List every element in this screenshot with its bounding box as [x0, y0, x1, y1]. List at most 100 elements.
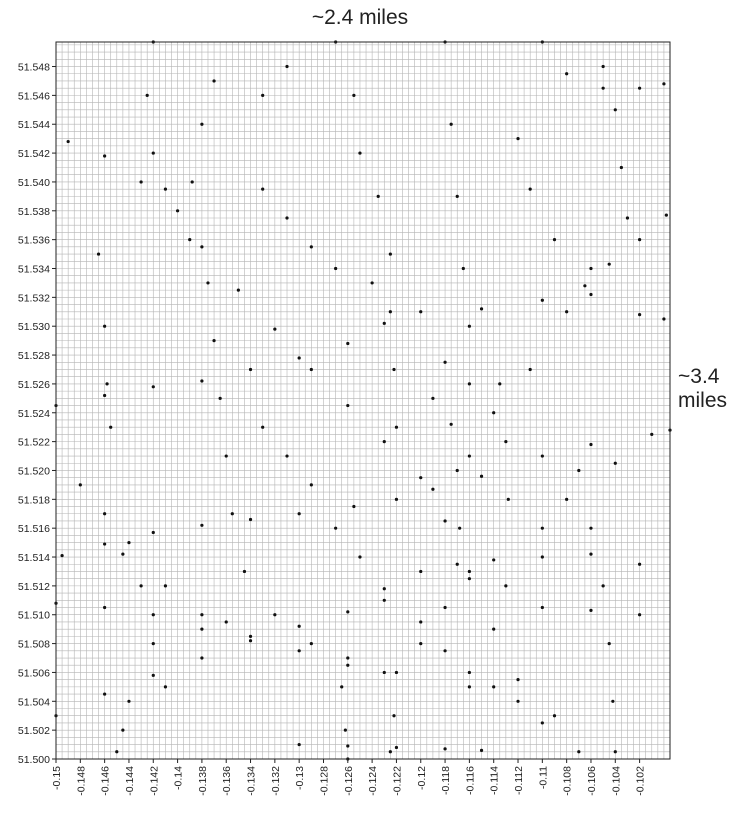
- data-point: [163, 187, 168, 191]
- y-tick-label: 51.506: [18, 667, 50, 679]
- data-point: [419, 641, 423, 646]
- data-point: [297, 356, 301, 360]
- data-point: [455, 468, 459, 473]
- data-point: [121, 552, 125, 556]
- data-point: [103, 605, 107, 610]
- data-point: [382, 321, 386, 325]
- data-point: [540, 526, 544, 530]
- x-tick-label: -0.128: [318, 766, 330, 796]
- data-point: [516, 137, 520, 141]
- data-point: [297, 512, 301, 516]
- data-point: [388, 750, 392, 754]
- data-point: [388, 252, 392, 256]
- data-point: [443, 747, 447, 751]
- x-tick-label: -0.136: [221, 766, 233, 796]
- data-point: [664, 213, 668, 217]
- data-point: [479, 748, 484, 752]
- y-tick-label: 51.514: [18, 552, 50, 564]
- data-point: [589, 442, 593, 447]
- data-point: [419, 620, 423, 624]
- data-point: [601, 86, 605, 90]
- x-tick-label: -0.142: [148, 766, 160, 796]
- data-point: [589, 608, 593, 613]
- data-point: [151, 530, 155, 535]
- data-point: [431, 487, 435, 491]
- data-point: [449, 422, 453, 426]
- data-point: [109, 425, 113, 429]
- x-tick-label: -0.138: [197, 766, 209, 796]
- x-tick-label: -0.104: [610, 766, 622, 796]
- data-point: [224, 454, 228, 458]
- data-point: [96, 252, 101, 256]
- y-tick-label: 51.528: [18, 350, 50, 362]
- data-point: [145, 93, 149, 97]
- data-point: [103, 154, 107, 158]
- data-point: [206, 281, 210, 285]
- data-point: [115, 750, 119, 754]
- data-point: [650, 432, 654, 437]
- data-point: [346, 403, 350, 408]
- data-point: [394, 425, 399, 429]
- height-annotation: ~3.4 miles: [678, 365, 728, 412]
- data-point: [273, 327, 277, 331]
- x-tick-label: -0.144: [124, 766, 136, 796]
- data-point: [190, 180, 194, 184]
- data-point: [392, 714, 396, 718]
- data-point: [200, 122, 204, 126]
- data-point: [528, 367, 532, 372]
- data-point: [66, 139, 70, 144]
- data-point: [309, 641, 313, 646]
- width-annotation: ~2.4 miles: [311, 6, 409, 29]
- x-tick-label: -0.11: [537, 766, 549, 789]
- x-tick-label: -0.132: [270, 766, 282, 796]
- data-point: [540, 298, 544, 302]
- data-point: [352, 93, 356, 97]
- data-point: [103, 512, 107, 516]
- data-point: [565, 72, 569, 76]
- data-point: [540, 721, 544, 725]
- data-point: [352, 504, 356, 509]
- y-tick-label: 51.518: [18, 494, 50, 506]
- data-point: [382, 440, 386, 444]
- data-point: [443, 519, 447, 523]
- data-point: [528, 187, 532, 191]
- data-point: [467, 569, 471, 574]
- y-tick-label: 51.522: [18, 437, 50, 449]
- data-point: [504, 584, 508, 588]
- y-tick-label: 51.536: [18, 235, 50, 247]
- data-point: [467, 577, 471, 581]
- data-point: [601, 584, 605, 588]
- data-point: [248, 367, 253, 372]
- y-axis: 51.500 51.502 51.504 51.506 51.508 51.510 51.5…: [18, 62, 56, 766]
- x-tick-label: -0.116: [464, 766, 476, 795]
- data-point: [662, 317, 666, 321]
- data-point: [394, 670, 399, 675]
- data-point: [382, 587, 386, 591]
- data-point: [613, 108, 617, 112]
- data-point: [343, 728, 347, 732]
- x-tick-label: -0.126: [343, 766, 355, 796]
- data-point: [346, 656, 350, 660]
- data-point: [370, 281, 374, 285]
- y-tick-label: 51.524: [18, 408, 50, 420]
- data-point: [127, 699, 131, 703]
- data-point: [261, 425, 265, 429]
- data-point: [565, 310, 569, 314]
- data-point: [105, 382, 109, 386]
- plot-background: [56, 42, 670, 759]
- data-point: [419, 569, 423, 574]
- data-point: [589, 292, 593, 297]
- x-tick-label: -0.12: [416, 766, 428, 790]
- data-point: [309, 245, 313, 249]
- data-point: [467, 685, 471, 689]
- data-point: [346, 744, 350, 748]
- x-tick-label: -0.14: [173, 766, 185, 790]
- data-point: [540, 605, 544, 610]
- data-point: [382, 598, 386, 602]
- data-point: [479, 307, 484, 311]
- data-point: [492, 685, 496, 689]
- data-point: [297, 649, 301, 653]
- x-tick-label: -0.112: [513, 766, 525, 795]
- data-point: [151, 673, 155, 677]
